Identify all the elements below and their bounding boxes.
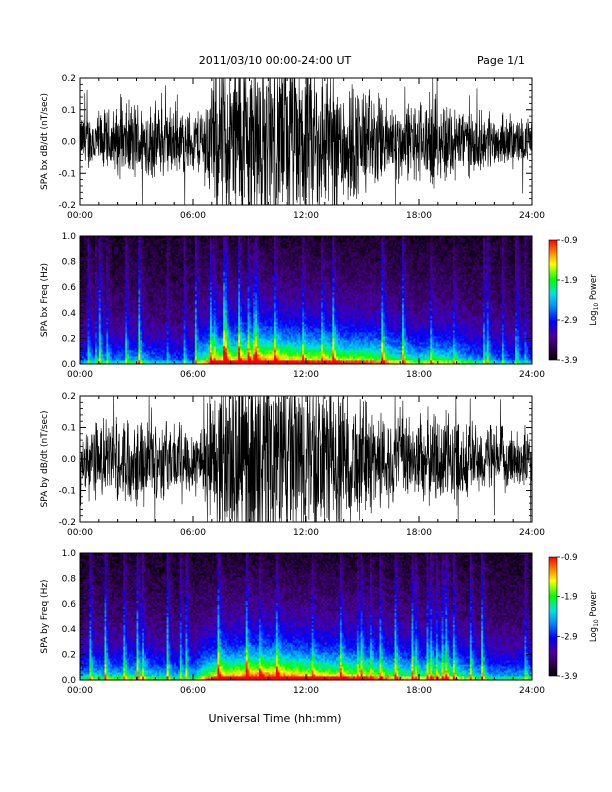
y-axis-title: SPA bx dB/dt (nT/sec) <box>40 93 50 190</box>
x-tick-label: 12:00 <box>293 211 319 221</box>
y-tick-label: -0.1 <box>58 169 76 179</box>
y-tick-label: 0.0 <box>62 138 77 148</box>
spectrogram-cells <box>80 236 532 364</box>
x-tick-label: 00:00 <box>67 211 93 221</box>
bx-dbdt-panel: 00:00 06:00 12:00 18:00 24:00 -0.2 -0.1 0.0 0.1 0… <box>40 74 545 221</box>
x-tick-label: 06:00 <box>180 211 206 221</box>
page-number: Page 1/1 <box>477 54 525 67</box>
x-tick-label: 24:00 <box>519 211 545 221</box>
page-title: 2011/03/10 00:00-24:00 UT <box>199 54 352 67</box>
y-tick-label: 0.1 <box>62 106 76 116</box>
dbdt-trace <box>80 78 532 205</box>
x-tick-label: 18:00 <box>406 211 432 221</box>
y-tick-label: 0.2 <box>62 74 76 84</box>
figure-canvas: 2011/03/10 00:00-24:00 UT Page 1/1 00:00… <box>0 0 612 792</box>
y-tick-label: -0.2 <box>58 201 76 211</box>
